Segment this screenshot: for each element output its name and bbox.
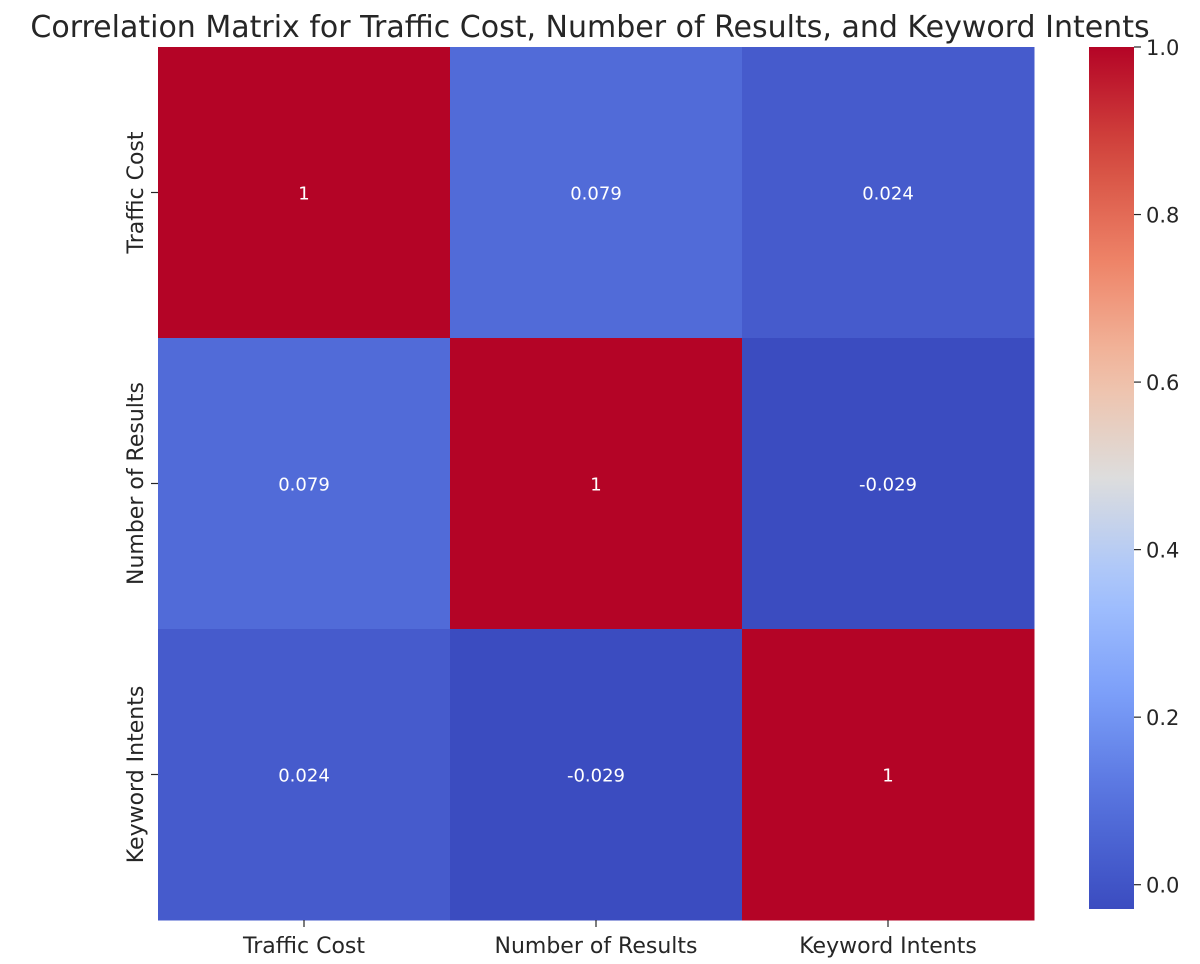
cell-value-label: -0.029 — [567, 766, 625, 787]
heatmap-cell — [158, 338, 451, 630]
heatmap-cell — [742, 338, 1035, 630]
cell-value-label: 0.079 — [278, 475, 330, 496]
x-tick-label: Keyword Intents — [799, 934, 977, 959]
cell-value-label: -0.029 — [859, 475, 917, 496]
heatmap-cell — [450, 629, 743, 921]
heatmap-cell — [450, 338, 743, 630]
x-axis: Traffic Cost Number of Results Keyword Int… — [242, 920, 977, 959]
heatmap-cells — [158, 47, 1035, 921]
cell-value-label: 0.024 — [278, 766, 330, 787]
colorbar-gradient — [1089, 47, 1134, 909]
colorbar-tick-label: 0.0 — [1146, 874, 1179, 898]
x-tick-label: Number of Results — [494, 934, 697, 959]
colorbar-tick-label: 0.8 — [1146, 204, 1179, 228]
heatmap-cell — [158, 629, 451, 921]
heatmap-cell — [450, 47, 743, 339]
y-tick-label: Number of Results — [124, 382, 149, 585]
colorbar: 0.0 0.2 0.4 0.6 0.8 1.0 — [1089, 36, 1179, 909]
colorbar-tick-label: 0.2 — [1146, 706, 1179, 730]
heatmap-cell-labels: 1 0.079 0.024 0.079 1 -0.029 0.024 -0.029 1 — [278, 184, 917, 787]
cell-value-label: 1 — [590, 475, 601, 496]
colorbar-tick-label: 0.6 — [1146, 371, 1179, 395]
cell-value-label: 1 — [882, 766, 893, 787]
y-tick-label: Keyword Intents — [124, 686, 149, 864]
cell-value-label: 0.024 — [862, 184, 914, 205]
y-axis: Traffic Cost Number of Results Keyword Int… — [124, 131, 158, 863]
colorbar-ticks: 0.0 0.2 0.4 0.6 0.8 1.0 — [1134, 36, 1179, 898]
colorbar-tick-label: 1.0 — [1146, 36, 1179, 60]
x-tick-label: Traffic Cost — [242, 934, 365, 959]
y-tick-label: Traffic Cost — [124, 131, 149, 254]
chart-title: Correlation Matrix for Traffic Cost, Num… — [30, 10, 1149, 45]
colorbar-tick-label: 0.4 — [1146, 539, 1179, 563]
cell-value-label: 0.079 — [570, 184, 622, 205]
heatmap-cell — [158, 47, 451, 339]
cell-value-label: 1 — [298, 184, 309, 205]
heatmap-cell — [742, 629, 1035, 921]
heatmap-cell — [742, 47, 1035, 339]
